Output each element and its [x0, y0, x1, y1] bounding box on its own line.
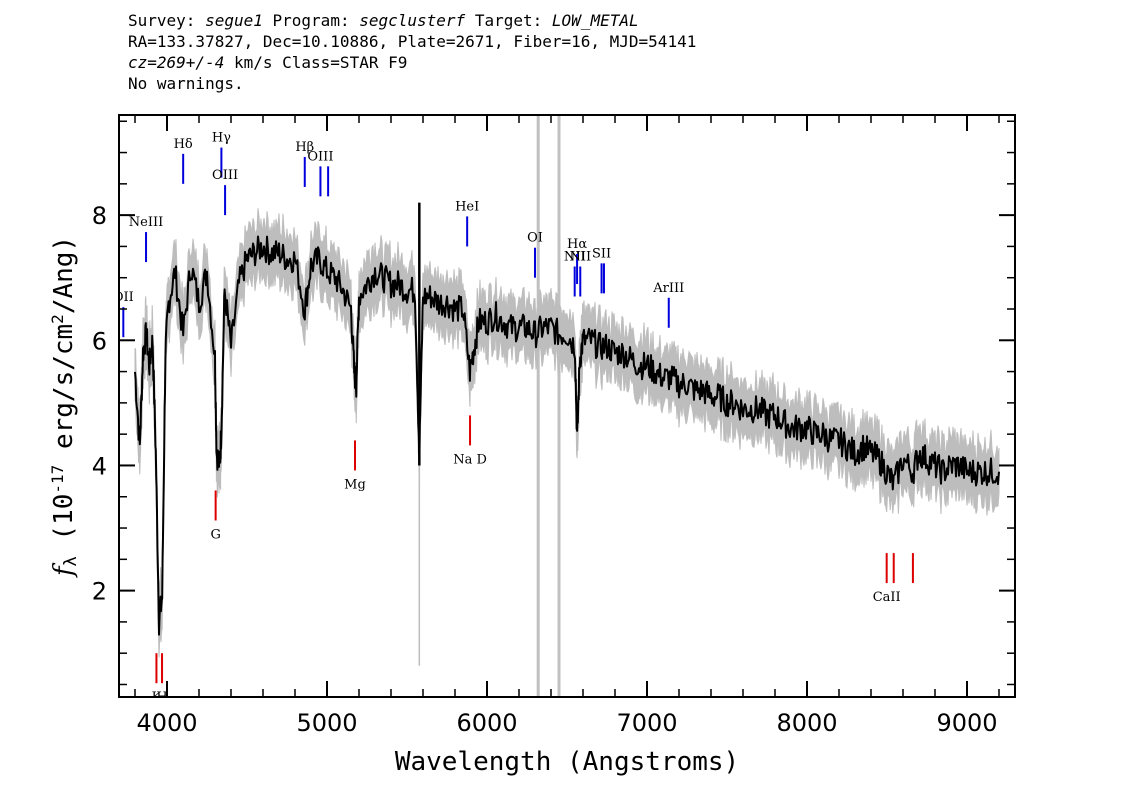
- absorption-line-label: K: [152, 690, 162, 705]
- survey-value: segue1: [205, 11, 263, 30]
- header-line-1: Survey: segue1 Program: segclusterf Targ…: [128, 10, 696, 31]
- absorption-line-label: CaII: [873, 590, 901, 605]
- x-tick-label: 8000: [776, 709, 837, 737]
- class-text: km/s Class=STAR F9: [233, 53, 408, 72]
- emission-line-label: OIII: [307, 149, 333, 164]
- x-tick-label: 5000: [296, 709, 357, 737]
- emission-line-label: SII: [592, 246, 611, 261]
- emission-line-label: Hδ: [174, 137, 193, 152]
- emission-line-label: NII: [569, 249, 591, 264]
- absorption-line-label: G: [210, 527, 220, 542]
- y-tick-label: 4: [92, 452, 107, 480]
- y-tick-label: 6: [92, 327, 107, 355]
- emission-line-label: NeIII: [129, 215, 163, 230]
- target-label: Target:: [474, 11, 543, 30]
- masked-regions: [536, 115, 561, 697]
- y-tick-label: 2: [92, 578, 107, 606]
- emission-line-label: ArIII: [652, 281, 684, 296]
- header-line-4: No warnings.: [128, 74, 244, 93]
- emission-line-label: Hα: [567, 237, 587, 252]
- header-line-2: RA=133.37827, Dec=10.10886, Plate=2671, …: [128, 32, 697, 51]
- flux-line: [134, 235, 1000, 636]
- program-value: segclusterf: [359, 11, 466, 30]
- emission-line-label: OIII: [212, 168, 238, 183]
- header-line-3: cz=269+/-4 km/s Class=STAR F9: [128, 52, 696, 73]
- plot-frame: [118, 114, 1016, 698]
- x-axis-title: Wavelength (Angstroms): [395, 747, 739, 777]
- error-band-fill: [134, 208, 1000, 658]
- emission-line-label: OI: [527, 231, 543, 246]
- emission-line-label: HeI: [455, 199, 479, 214]
- emission-line-label: Hβ: [295, 140, 314, 155]
- program-label: Program:: [272, 11, 350, 30]
- survey-label: Survey:: [128, 11, 196, 30]
- x-tick-label: 6000: [456, 709, 517, 737]
- x-tick-label: 7000: [616, 709, 677, 737]
- redshift-value: cz=269+/-4: [128, 53, 225, 72]
- y-tick-label: 8: [92, 202, 107, 230]
- spectrum-header: Survey: segue1 Program: segclusterf Targ…: [128, 10, 696, 94]
- axis-ticks: 4000 5000 6000 7000 8000 9000 2 4 6 8: [92, 115, 1015, 737]
- absorption-line-label: Mg: [344, 477, 366, 492]
- absorption-line-label: Na D: [453, 452, 487, 467]
- error-band: [134, 208, 1000, 666]
- emission-line-label: Hγ: [212, 131, 231, 146]
- absorption-line-label: H: [156, 690, 167, 705]
- y-axis-title: fλ (10-17 erg/s/cm2/Ang): [48, 236, 82, 578]
- x-tick-label: 9000: [936, 709, 997, 737]
- emission-line-label: OII: [113, 290, 134, 305]
- emission-line-label: NII: [564, 249, 586, 264]
- flux-series: [134, 202, 1000, 636]
- target-value: LOW_METAL: [551, 11, 639, 30]
- x-tick-label: 4000: [136, 709, 197, 737]
